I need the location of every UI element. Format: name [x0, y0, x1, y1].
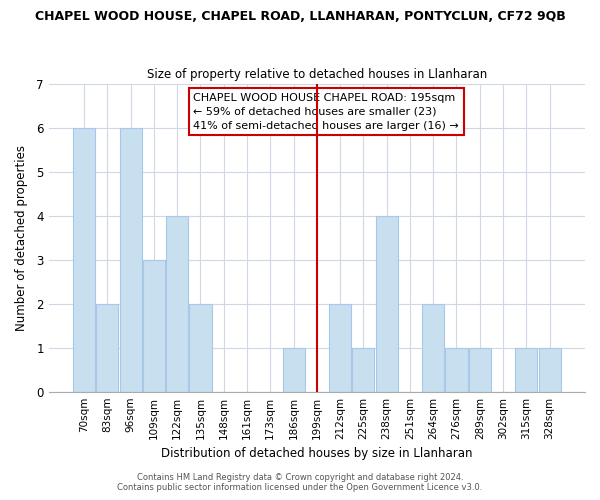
Bar [445, 348, 467, 392]
Bar [143, 260, 165, 392]
Bar [283, 348, 305, 392]
Title: Size of property relative to detached houses in Llanharan: Size of property relative to detached ho… [147, 68, 487, 81]
Text: CHAPEL WOOD HOUSE, CHAPEL ROAD, LLANHARAN, PONTYCLUN, CF72 9QB: CHAPEL WOOD HOUSE, CHAPEL ROAD, LLANHARA… [35, 10, 565, 23]
Bar [539, 348, 560, 392]
Bar [166, 216, 188, 392]
Bar [97, 304, 118, 392]
Bar [329, 304, 351, 392]
Bar [515, 348, 538, 392]
Y-axis label: Number of detached properties: Number of detached properties [15, 144, 28, 330]
Bar [73, 128, 95, 392]
Text: Contains HM Land Registry data © Crown copyright and database right 2024.
Contai: Contains HM Land Registry data © Crown c… [118, 473, 482, 492]
Text: CHAPEL WOOD HOUSE CHAPEL ROAD: 195sqm
← 59% of detached houses are smaller (23)
: CHAPEL WOOD HOUSE CHAPEL ROAD: 195sqm ← … [193, 93, 459, 131]
Bar [469, 348, 491, 392]
Bar [376, 216, 398, 392]
X-axis label: Distribution of detached houses by size in Llanharan: Distribution of detached houses by size … [161, 447, 473, 460]
Bar [190, 304, 212, 392]
Bar [422, 304, 444, 392]
Bar [352, 348, 374, 392]
Bar [119, 128, 142, 392]
